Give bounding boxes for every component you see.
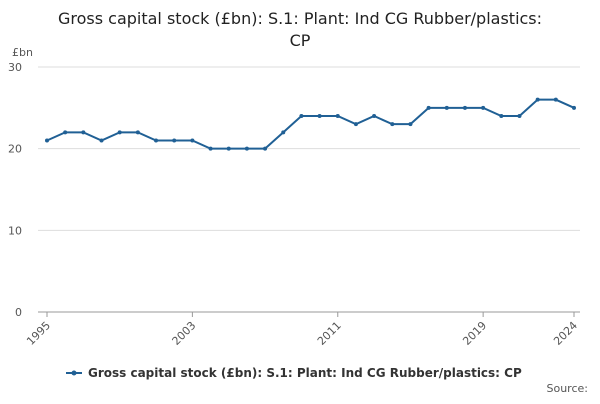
x-tick-label: 2011 <box>315 319 344 348</box>
point <box>353 122 358 127</box>
point <box>281 130 286 135</box>
point <box>462 105 467 110</box>
point <box>335 114 340 118</box>
chart-title: Gross capital stock (£bn): S.1: Plant: I… <box>58 9 542 50</box>
point <box>481 105 486 110</box>
point <box>299 114 304 118</box>
point <box>263 146 268 151</box>
point <box>426 105 431 110</box>
point <box>45 138 49 143</box>
point <box>499 114 504 118</box>
point <box>244 146 249 151</box>
y-tick-label: 30 <box>8 61 22 74</box>
point <box>81 130 86 135</box>
x-tick-label: 2019 <box>460 319 489 348</box>
point <box>317 114 322 118</box>
point <box>535 97 540 102</box>
point <box>372 114 377 118</box>
x-tick-label: 2003 <box>170 319 199 348</box>
point <box>390 122 395 127</box>
point <box>572 105 576 110</box>
point <box>172 138 177 143</box>
point <box>444 105 449 110</box>
source: Source: <box>547 382 589 395</box>
point <box>553 97 558 102</box>
point <box>99 138 104 143</box>
point <box>408 122 413 127</box>
x-tick-label: 1995 <box>24 319 53 348</box>
legend-marker <box>71 370 77 376</box>
y-tick-label: 20 <box>8 143 22 156</box>
point <box>154 138 159 143</box>
point <box>208 146 213 151</box>
y-axis-label: £bn <box>12 46 33 59</box>
series-line <box>46 98 575 150</box>
y-tick-label: 10 <box>8 224 22 237</box>
x-tick-label: 2024 <box>551 319 580 348</box>
point <box>117 130 122 135</box>
y-tick-label: 0 <box>15 306 22 319</box>
point <box>63 130 68 135</box>
point <box>190 138 195 143</box>
point <box>226 146 231 151</box>
point <box>135 130 140 135</box>
legend-label: Gross capital stock (£bn): S.1: Plant: I… <box>88 366 522 380</box>
point <box>517 114 522 118</box>
